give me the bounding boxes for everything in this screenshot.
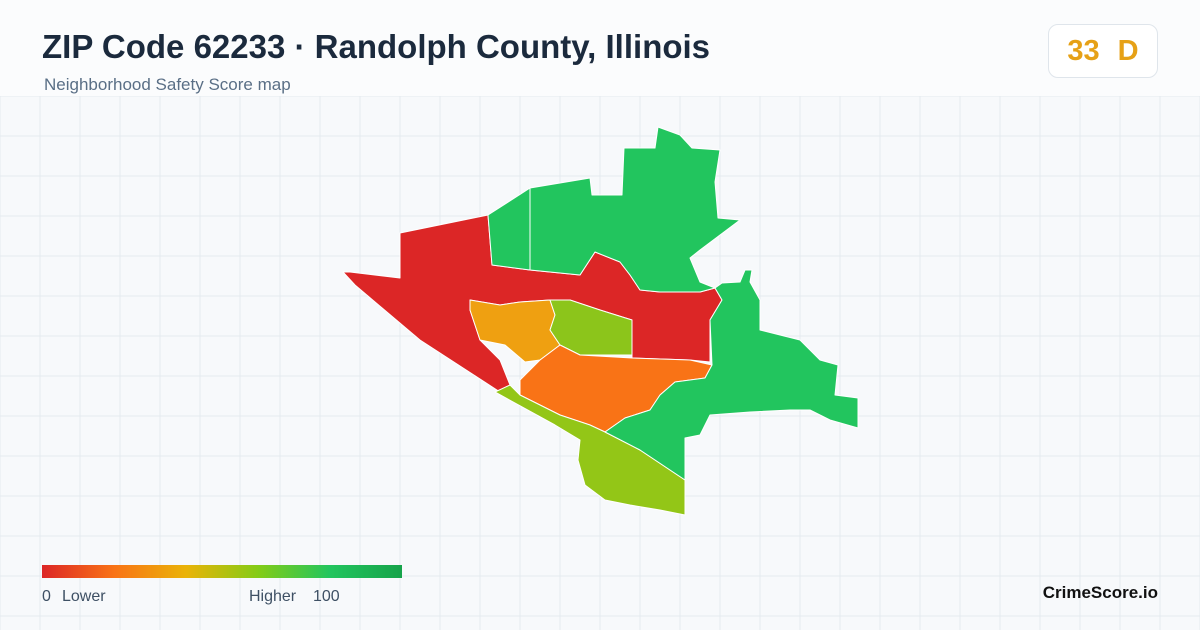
legend-gradient — [42, 565, 402, 578]
header-bg — [0, 0, 1200, 96]
subtitle: Neighborhood Safety Score map — [44, 75, 291, 94]
brand: CrimeScore.io — [1042, 583, 1158, 602]
score-value: 33 — [1067, 34, 1100, 67]
grid — [0, 95, 1200, 630]
legend-max: 100 — [313, 588, 340, 605]
score-badge: 33 D — [1048, 24, 1158, 78]
score-grade: D — [1117, 34, 1139, 67]
title: ZIP Code 62233 · Randolph County, Illino… — [42, 28, 711, 65]
legend-max-label: Higher — [249, 588, 297, 605]
region — [549, 299, 633, 356]
region — [494, 384, 686, 516]
region — [529, 126, 741, 293]
legend-min-label: Lower — [62, 588, 106, 605]
regions — [342, 126, 859, 516]
region — [604, 269, 859, 481]
legend-min: 0 — [42, 588, 51, 605]
region — [487, 187, 531, 271]
